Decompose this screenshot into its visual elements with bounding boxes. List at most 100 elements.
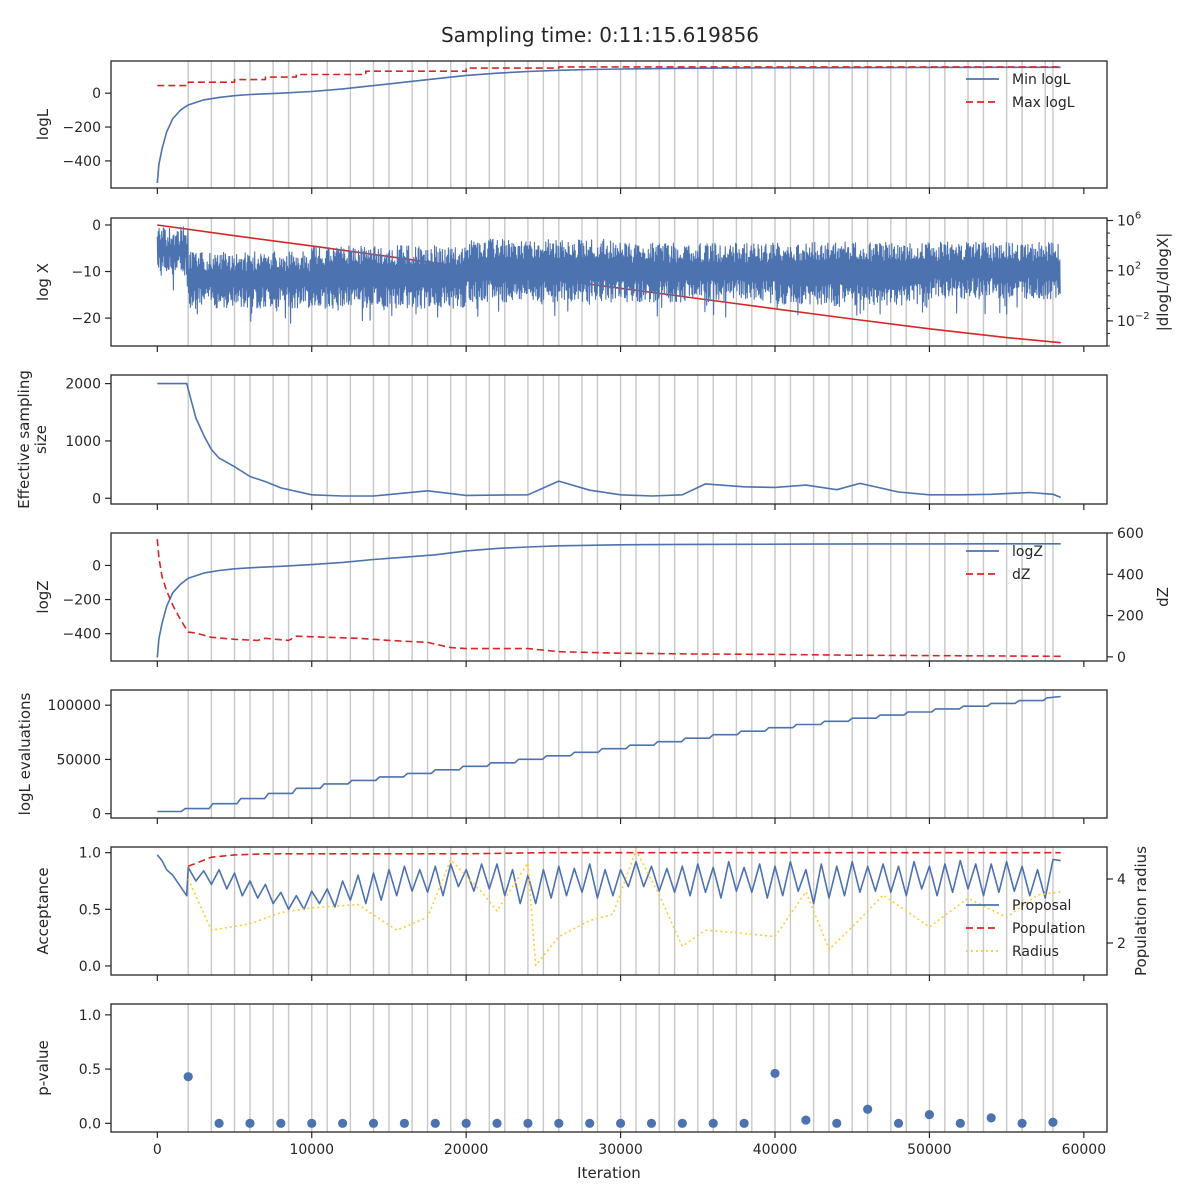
scatter-point: [893, 1118, 904, 1128]
y2-axis-label: dZ: [1154, 587, 1172, 607]
y-tick-label: 0.5: [79, 902, 101, 918]
scatter-point: [677, 1118, 687, 1128]
y-axis-label: log X: [34, 263, 52, 301]
scatter-point: [492, 1118, 502, 1128]
y-axis-label: p-value: [34, 1040, 52, 1096]
scatter-point: [214, 1118, 224, 1128]
panel-logL: 0 −200 −400 logL Min logL Max logL: [34, 60, 1108, 194]
scatter-point: [986, 1113, 996, 1123]
series-dz: [156, 539, 1061, 658]
axes-frame: [110, 846, 1108, 976]
y2-tick-label-base: 10: [1117, 214, 1135, 230]
scatter-point: [1017, 1118, 1027, 1128]
y-axis-ticks: 2000 1000 0: [65, 377, 111, 507]
legend-label: Radius: [1012, 944, 1059, 960]
legend-label: Max logL: [1012, 95, 1075, 111]
scatter-point: [832, 1118, 842, 1128]
y2-tick-label: 600: [1117, 526, 1144, 542]
series-p-value: [183, 1068, 1058, 1128]
y2-tick-label: 10−2: [1117, 311, 1150, 330]
y-tick-label: 0: [92, 86, 101, 102]
y-tick-label: −20: [71, 311, 101, 327]
x-tick-label: 60000: [1062, 1142, 1107, 1158]
y-tick-label: 0.5: [79, 1062, 101, 1078]
scatter-point: [615, 1118, 626, 1128]
legend-label: Min logL: [1012, 72, 1071, 88]
y-axis-ticks: 1.0 0.5 0.0: [79, 846, 111, 975]
legend-label: logZ: [1012, 544, 1043, 560]
axes-frame: [110, 60, 1108, 189]
y2-tick-label-exp: −2: [1135, 311, 1150, 322]
y-tick-label: −200: [63, 120, 101, 136]
y2-tick-label: 2: [1117, 936, 1126, 952]
axes-frame: [110, 217, 1108, 347]
axes-frame: [110, 532, 1108, 662]
y2-axis-ticks: 42: [1107, 872, 1126, 952]
x-axis-ticks: [156, 818, 1085, 824]
scatter-point: [708, 1118, 718, 1128]
plot-area-logX: [156, 218, 1061, 346]
series-population: [187, 851, 1061, 868]
x-axis-ticks: [156, 188, 1085, 194]
scatter-point: [245, 1118, 255, 1128]
y-tick-label: 0.0: [79, 1116, 101, 1132]
axes-frame: [110, 689, 1108, 819]
series-radius: [187, 849, 1061, 967]
panel-evals: 100000 50000 0 logL evaluations: [16, 689, 1108, 824]
series-max-logl: [157, 66, 1061, 87]
scatter-point: [739, 1118, 749, 1128]
scatter-point: [863, 1104, 873, 1114]
x-tick-label: 50000: [907, 1142, 952, 1158]
scatter-point: [955, 1118, 965, 1128]
y2-tick-label: 400: [1117, 567, 1144, 583]
y-tick-label: 0.0: [79, 959, 101, 975]
y-axis-ticks: 0 −200 −400: [63, 558, 111, 643]
x-axis-ticks: 0 10000 20000 30000 40000 50000 60000: [153, 1132, 1106, 1158]
run-boundary-lines: [187, 533, 1054, 661]
plot-area-evals: [157, 690, 1061, 818]
legend: logZ dZ: [966, 544, 1043, 583]
y-tick-label: 0: [92, 807, 101, 823]
y2-axis-label: Population radius: [1132, 846, 1150, 976]
run-boundary-lines: [187, 375, 1054, 504]
y2-tick-label: 102: [1117, 261, 1141, 280]
y-tick-label: 2000: [65, 377, 101, 393]
y-tick-label: 50000: [56, 752, 101, 768]
y-axis-label: Acceptance: [34, 867, 52, 954]
y2-tick-label-base: 10: [1117, 314, 1135, 330]
y-axis-ticks: 1.0 0.5 0.0: [79, 1008, 111, 1132]
y-tick-label: 1000: [65, 434, 101, 450]
y2-tick-label-exp: 6: [1135, 211, 1141, 222]
scatter-point: [924, 1110, 935, 1120]
plot-area-pvalue: [183, 1004, 1058, 1132]
panel-logZ: 0 −200 −400 600 400 200 0 logZ dZ logZ dZ: [34, 526, 1172, 667]
scatter-point: [585, 1118, 595, 1128]
x-tick-label: 20000: [444, 1142, 489, 1158]
x-tick-label: 0: [153, 1142, 162, 1158]
scatter-point: [1048, 1117, 1058, 1127]
panel-ess: 2000 1000 0 Effective samplingsize: [15, 370, 1108, 510]
scatter-point: [338, 1118, 348, 1128]
run-boundary-lines: [187, 1004, 1054, 1132]
y-axis-label: Effective samplingsize: [15, 370, 50, 509]
figure-title: Sampling time: 0:11:15.619856: [441, 23, 759, 47]
series-proposal: [156, 854, 1061, 911]
y-tick-label: 0: [92, 558, 101, 574]
y-tick-label: 0: [92, 491, 101, 507]
scatter-point: [430, 1118, 440, 1128]
axes-frame: [110, 1003, 1108, 1133]
scatter-point: [523, 1118, 533, 1128]
y2-tick-label: 106: [1117, 211, 1141, 230]
scatter-point: [307, 1118, 317, 1128]
legend-label: Population: [1012, 921, 1086, 937]
scatter-point: [646, 1118, 657, 1128]
x-axis-ticks: [156, 346, 1085, 352]
x-axis-ticks: [156, 975, 1085, 981]
y-tick-label: −10: [71, 265, 101, 281]
plot-area-logZ: [156, 533, 1061, 661]
run-boundary-lines: [187, 847, 1054, 975]
legend: Proposal Population Radius: [966, 898, 1086, 960]
